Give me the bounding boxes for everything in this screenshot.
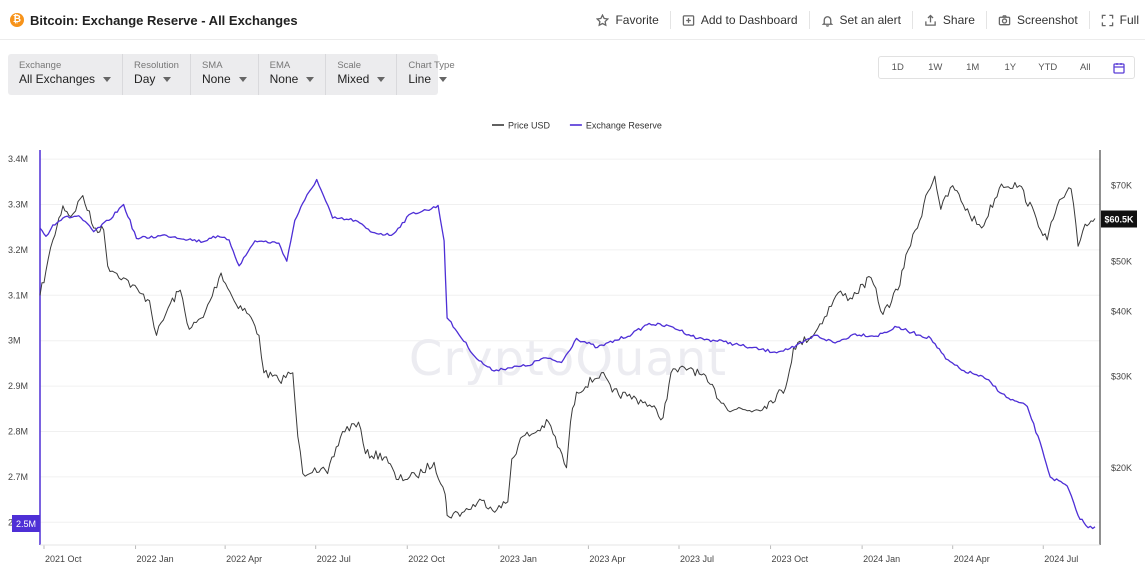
series-lines xyxy=(39,175,1096,530)
fullscreen-icon xyxy=(1101,14,1113,26)
share-button[interactable]: Share xyxy=(913,11,987,29)
x-tick-label: 2024 Jul xyxy=(1044,554,1078,564)
range-1y-button[interactable]: 1Y xyxy=(1004,62,1017,73)
legend-label: Price USD xyxy=(508,121,551,131)
calendar-button[interactable] xyxy=(1104,62,1134,74)
chart-area[interactable]: CryptoQuant Price USD Exchange Reserve 3.… xyxy=(0,105,1145,574)
fullscreen-label: Full xyxy=(1119,13,1139,27)
camera-icon xyxy=(998,14,1011,25)
range-ytd-button[interactable]: YTD xyxy=(1038,62,1058,73)
resolution-select-label: Resolution xyxy=(134,60,179,71)
price-current-value: $60.5K xyxy=(1104,214,1134,224)
x-tick-label: 2023 Jan xyxy=(500,554,537,564)
bitcoin-logo-icon: ₿ xyxy=(10,13,24,27)
x-tick-label: 2022 Jan xyxy=(137,554,174,564)
chart-type-select-label: Chart Type xyxy=(408,60,455,71)
x-tick-label: 2024 Jan xyxy=(863,554,900,564)
screenshot-button[interactable]: Screenshot xyxy=(987,11,1090,29)
y-axis-right: $70K$60K$50K$40K$30K$20K xyxy=(1099,150,1132,545)
range-1m-button[interactable]: 1M xyxy=(966,62,980,73)
sma-select-value: None xyxy=(201,72,231,86)
x-tick-label: 2023 Jul xyxy=(680,554,714,564)
set-alert-label: Set an alert xyxy=(839,13,901,27)
chevron-down-icon xyxy=(238,77,247,82)
sma-select[interactable]: SMA None xyxy=(191,54,259,95)
set-alert-button[interactable]: Set an alert xyxy=(810,11,913,29)
value-badges: 2.5M $60.5K xyxy=(12,210,1137,532)
favorite-button[interactable]: Favorite xyxy=(585,11,671,29)
dashboard-add-icon xyxy=(682,14,695,26)
scale-select-value: Mixed xyxy=(337,72,370,86)
calendar-icon xyxy=(1113,62,1125,74)
chart-type-select[interactable]: Chart Type Line xyxy=(397,54,465,95)
chevron-down-icon xyxy=(377,77,386,82)
header-actions: Favorite Add to Dashboard Set an alert S… xyxy=(585,0,1145,40)
ema-select[interactable]: EMA None xyxy=(259,54,327,95)
ema-select-value: None xyxy=(269,72,299,86)
price-usd-line xyxy=(39,175,1096,519)
y-left-tick-label: 2.9M xyxy=(8,381,28,391)
reserve-current-value: 2.5M xyxy=(16,519,36,529)
exchange-select[interactable]: Exchange All Exchanges xyxy=(8,54,124,95)
y-right-tick-label: $50K xyxy=(1111,256,1132,266)
star-icon xyxy=(596,13,610,26)
header-bar: ₿ Bitcoin: Exchange Reserve - All Exchan… xyxy=(0,0,1145,40)
chart-type-select-value: Line xyxy=(408,72,432,86)
legend-label: Exchange Reserve xyxy=(586,121,662,131)
range-all-button[interactable]: All xyxy=(1079,62,1091,73)
share-icon xyxy=(925,14,936,26)
x-axis: 2021 Oct 2022 Jan 2022 Apr 2022 Jul 2022 Oct… xyxy=(40,544,1100,564)
x-tick-label: 2022 Oct xyxy=(408,554,445,564)
y-left-tick-label: 3.4M xyxy=(8,154,28,164)
chart-controls: Exchange All Exchanges Resolution Day SM… xyxy=(8,54,455,95)
add-to-dashboard-label: Add to Dashboard xyxy=(700,13,798,27)
fullscreen-button[interactable]: Full xyxy=(1090,11,1145,29)
exchange-reserve-line xyxy=(39,178,1096,530)
favorite-label: Favorite xyxy=(615,13,659,27)
x-tick-label: 2022 Apr xyxy=(226,554,262,564)
y-left-tick-label: 3M xyxy=(8,336,21,346)
reserve-current-badge xyxy=(12,515,40,532)
screenshot-label: Screenshot xyxy=(1016,13,1078,27)
chevron-down-icon xyxy=(103,77,112,82)
range-1w-button[interactable]: 1W xyxy=(928,62,943,73)
scale-select[interactable]: Scale Mixed xyxy=(326,54,398,95)
x-tick-label: 2023 Oct xyxy=(772,554,809,564)
resolution-select[interactable]: Resolution Day xyxy=(123,54,191,95)
add-to-dashboard-button[interactable]: Add to Dashboard xyxy=(671,11,810,29)
exchange-select-value: All Exchanges xyxy=(19,72,96,86)
ema-select-label: EMA xyxy=(269,60,291,71)
range-selector: 1D 1W 1M 1Y YTD All xyxy=(878,56,1135,79)
bell-icon xyxy=(821,15,833,27)
chevron-down-icon xyxy=(306,77,315,82)
watermark: CryptoQuant xyxy=(409,331,727,387)
y-left-tick-label: 3.3M xyxy=(8,199,28,209)
page-title: Bitcoin: Exchange Reserve - All Exchange… xyxy=(30,13,298,28)
x-tick-label: 2022 Jul xyxy=(317,554,351,564)
legend: Price USD Exchange Reserve xyxy=(492,121,662,131)
range-1d-button[interactable]: 1D xyxy=(891,62,904,73)
x-tick-label: 2021 Oct xyxy=(45,554,82,564)
scale-select-label: Scale xyxy=(337,60,362,71)
price-current-badge xyxy=(1101,210,1137,228)
resolution-select-value: Day xyxy=(134,72,156,86)
chevron-down-icon xyxy=(439,77,448,82)
x-tick-label: 2023 Apr xyxy=(589,554,625,564)
y-left-tick-label: 2.7M xyxy=(8,472,28,482)
y-right-tick-label: $20K xyxy=(1111,463,1132,473)
y-right-tick-label: $30K xyxy=(1111,372,1132,382)
y-right-tick-label: $70K xyxy=(1111,181,1132,191)
x-tick-label: 2024 Apr xyxy=(954,554,990,564)
y-right-tick-label: $40K xyxy=(1111,307,1132,317)
chevron-down-icon xyxy=(163,77,172,82)
y-left-tick-label: 2.8M xyxy=(8,426,28,436)
y-left-tick-label: 3.1M xyxy=(8,290,28,300)
share-label: Share xyxy=(942,13,975,27)
exchange-select-label: Exchange xyxy=(19,60,62,71)
sma-select-label: SMA xyxy=(201,60,223,71)
y-left-tick-label: 3.2M xyxy=(8,245,28,255)
